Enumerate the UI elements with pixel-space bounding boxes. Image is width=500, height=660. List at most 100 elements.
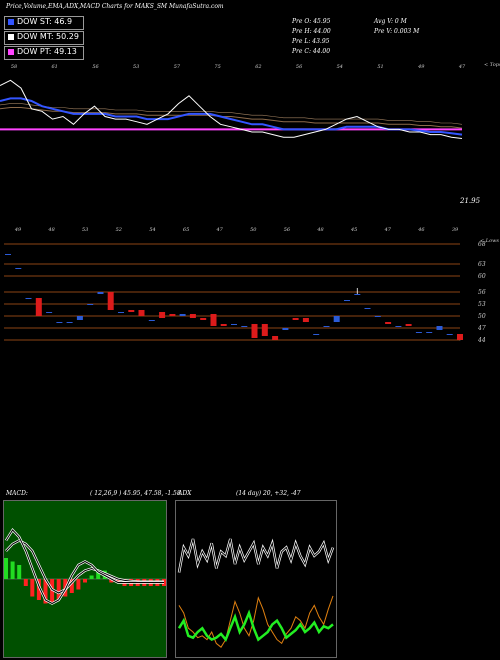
macd-hist-bar xyxy=(56,579,61,600)
ema-bottom-label: 65 xyxy=(183,227,189,233)
ema-chart: 58 61 56 53 57 75 62 56 54 51 49 47 49 48 53 52 54 65 47 50… xyxy=(0,62,500,233)
ema-top-label: 62 xyxy=(255,64,261,70)
macd-hist-bar xyxy=(4,558,8,579)
candle-body xyxy=(344,300,350,301)
ema-bottom-label: 52 xyxy=(116,227,122,233)
plus-di-line xyxy=(177,609,334,643)
candle-body xyxy=(313,334,320,335)
macd-hist-bar xyxy=(96,572,101,579)
ema-top-label: 56 xyxy=(296,64,303,70)
stat-prev-low: Pre L: 43.95 xyxy=(292,38,330,45)
ema-bottom-label: 45 xyxy=(350,227,357,233)
ema-long-upper-line xyxy=(0,103,463,125)
stat-prev-open: Pre O: 45.95 xyxy=(292,18,331,25)
price-axis-tick: 47 xyxy=(477,325,486,332)
price-axis-tick: 56 xyxy=(478,289,486,296)
ema-top-label: 54 xyxy=(337,64,343,70)
macd-hist-bar xyxy=(83,579,87,583)
candle-body xyxy=(220,324,227,326)
candle-body xyxy=(426,332,433,333)
ema-bottom-label: 47 xyxy=(384,227,392,233)
candle-body xyxy=(292,318,299,320)
legend-swatch-magenta xyxy=(8,49,14,55)
ema-bottom-label: 46 xyxy=(417,227,425,233)
candle-body xyxy=(189,314,196,318)
ema-top-label: 75 xyxy=(214,64,220,70)
ema-last-value: 21.95 xyxy=(459,197,481,205)
macd-params: ( 12,26,9 ) 45.95, 47.58, -1.58 xyxy=(90,490,181,497)
ema-top-label: 58 xyxy=(11,64,17,70)
macd-hist-bar xyxy=(69,579,74,593)
price-corner-label: < Lows xyxy=(480,238,499,244)
ema-top-label: 57 xyxy=(174,64,181,70)
legend-swatch-white xyxy=(8,34,14,40)
legend-label: DOW ST: 46.9 xyxy=(17,17,73,26)
candle-body xyxy=(5,254,11,255)
candle-body xyxy=(210,314,217,326)
stat-avg-volume: Avg V: 0 M xyxy=(374,18,407,25)
ema-bottom-label: 39 xyxy=(452,227,459,233)
price-axis-tick: 63 xyxy=(478,261,486,268)
candle-body xyxy=(385,322,392,324)
ema-bottom-label: 48 xyxy=(316,227,323,233)
price-axis-tick: 53 xyxy=(478,301,486,308)
ema-corner-label: < Tops xyxy=(484,62,500,68)
ema-bottom-label: 53 xyxy=(82,227,88,233)
candle-body xyxy=(446,334,453,335)
candle-body xyxy=(374,316,381,317)
legend-label: DOW MT: 50.29 xyxy=(17,32,79,41)
stat-prev-volume: Pre V: 0.003 M xyxy=(374,28,420,35)
candle-body xyxy=(25,298,32,299)
ema-bottom-label: 49 xyxy=(14,227,22,233)
candle-body xyxy=(282,328,289,330)
candle-body xyxy=(66,322,73,323)
macd-hist-bar xyxy=(30,579,35,597)
candle-body xyxy=(56,322,63,323)
macd-hist-bar xyxy=(43,579,48,604)
candle-body xyxy=(395,326,402,327)
candle-body xyxy=(457,334,463,340)
macd-hist-bar xyxy=(76,579,81,590)
price-close-line xyxy=(0,79,463,139)
candle-body xyxy=(354,294,361,295)
candle-body xyxy=(200,318,207,320)
candle-body xyxy=(261,324,268,336)
legend-dow-st: DOW ST: 46.9 xyxy=(4,16,84,30)
stat-prev-close: Pre C: 44.00 xyxy=(292,48,331,55)
ema-bottom-label: 54 xyxy=(149,227,155,233)
price-axis-tick: 50 xyxy=(478,313,486,320)
ema-bottom-label: 50 xyxy=(250,227,257,233)
macd-hist-bar xyxy=(50,579,55,604)
price-axis-tick: 68 xyxy=(478,241,486,248)
candle-body xyxy=(405,324,412,326)
macd-hist-bar xyxy=(17,565,22,579)
price-axis-tick: 44 xyxy=(477,337,486,344)
adx-line-inner xyxy=(178,538,334,573)
ema-top-label: 49 xyxy=(417,64,425,70)
candle-body xyxy=(76,316,83,320)
macd-hist-bar xyxy=(89,575,94,579)
minus-di-line xyxy=(178,595,334,648)
candle-body xyxy=(241,326,248,327)
macd-hist-bar xyxy=(10,561,15,579)
candle-body xyxy=(107,292,114,310)
candle-body xyxy=(148,320,155,321)
candle-body xyxy=(128,310,135,312)
ema-bottom-label: 48 xyxy=(47,227,54,233)
legend-label: DOW PT: 49.13 xyxy=(17,47,77,56)
ema-long-line xyxy=(0,107,463,129)
legend-dow-pt: DOW PT: 49.13 xyxy=(4,46,84,60)
candle-body xyxy=(87,304,94,305)
candle-body xyxy=(169,314,176,316)
stat-prev-high: Pre H: 44.00 xyxy=(292,28,331,35)
price-axis-tick: 60 xyxy=(478,273,486,280)
macd-hist-bar xyxy=(36,579,41,600)
macd-hist-bar xyxy=(109,579,114,583)
macd-hist-bar xyxy=(23,579,28,586)
candle-body xyxy=(35,298,42,316)
candle-body xyxy=(159,312,166,318)
adx-chart xyxy=(175,500,337,658)
candle-body xyxy=(97,292,104,294)
macd-chart xyxy=(3,500,167,658)
candle-body xyxy=(302,318,309,322)
